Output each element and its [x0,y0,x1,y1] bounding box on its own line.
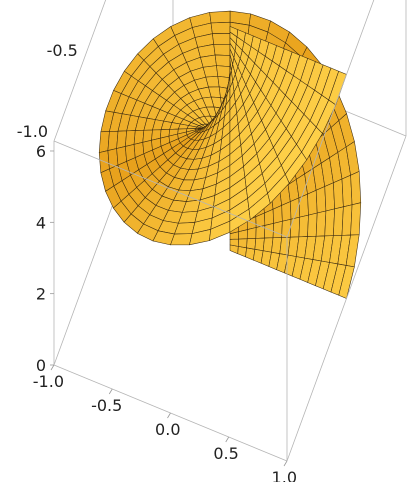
surface-facet-14-13 [209,10,231,24]
surface-facet-8-14 [205,75,220,88]
surface-facet-14-3 [350,171,362,206]
surface-facet-14-37 [301,126,323,161]
surface-facet-9-13 [216,65,231,78]
surface-facet-11-2 [324,208,335,237]
x-tick-mark-0 [50,364,55,371]
z-tick-label-1: 2 [36,285,46,304]
surface-facet-12-3 [333,178,344,210]
surface-facet-2-1 [246,238,257,250]
x-tick-label-1: -0.5 [91,396,122,415]
surface-facet-12-13 [212,33,231,45]
surface-facet-8-2 [298,214,309,238]
surface-facet-10-13 [214,54,231,67]
y-tick-label-0: -1.0 [17,122,48,141]
surface-facet-11-22 [125,130,136,147]
surface-facet-6-3 [281,201,292,222]
surface-facet-10-14 [200,54,217,68]
surface-facet-6-2 [281,218,292,238]
surface-facet-9-2 [307,212,318,237]
surface-facet-0-1 [229,238,239,247]
surface-facet-11-13 [213,44,231,56]
surface-facet-11-3 [324,182,335,212]
box-edge-front-1 [286,135,407,462]
x-tick-label-4: 1.0 [272,468,297,482]
bounding-box-front [53,0,407,462]
x-tick-mark-3 [225,436,230,443]
y-tick-label-1: -0.5 [47,41,78,60]
box-edge-back-3 [53,0,107,142]
surface-facet-12-2 [333,206,344,236]
surface-facet-3-1 [254,237,265,252]
helicoid-surface [98,10,362,299]
x-tick-label-2: 0.0 [155,420,180,439]
surface-facet-1-1 [238,238,248,249]
surface-facet-10-3 [315,186,327,214]
box-edge-front-6 [286,0,375,238]
surface-facet-7-2 [290,216,301,238]
surface-facet-9-3 [307,190,318,216]
box-edge-front-5 [53,140,288,238]
surface-facet-1-0 [237,246,247,258]
surface-facet-13-13 [210,21,231,34]
surface-facet-9-14 [202,65,219,78]
surface-facet-14-2 [350,202,362,236]
surface-facet-2-2 [246,227,257,239]
x-tick-label-0: -1.0 [33,372,64,391]
surface-facet-8-3 [298,193,309,218]
x-tick-mark-1 [108,388,113,395]
z-tick-label-2: 4 [36,213,46,232]
surface-facet-14-30 [170,233,193,246]
surface-facet-5-2 [272,221,283,239]
z-tick-label-3: 6 [36,142,46,161]
x-tick-label-3: 0.5 [213,444,238,463]
x-tick-mark-2 [167,412,171,419]
z-tick-label-0: 0 [36,356,46,375]
axis-ticks: -1.0-0.50.00.51.0-1.0-0.50.00.51.00246 [17,41,297,482]
surface-facet-10-2 [315,210,327,237]
x-tick-mark-4 [283,460,288,467]
surface-facet-14-0 [338,265,355,299]
